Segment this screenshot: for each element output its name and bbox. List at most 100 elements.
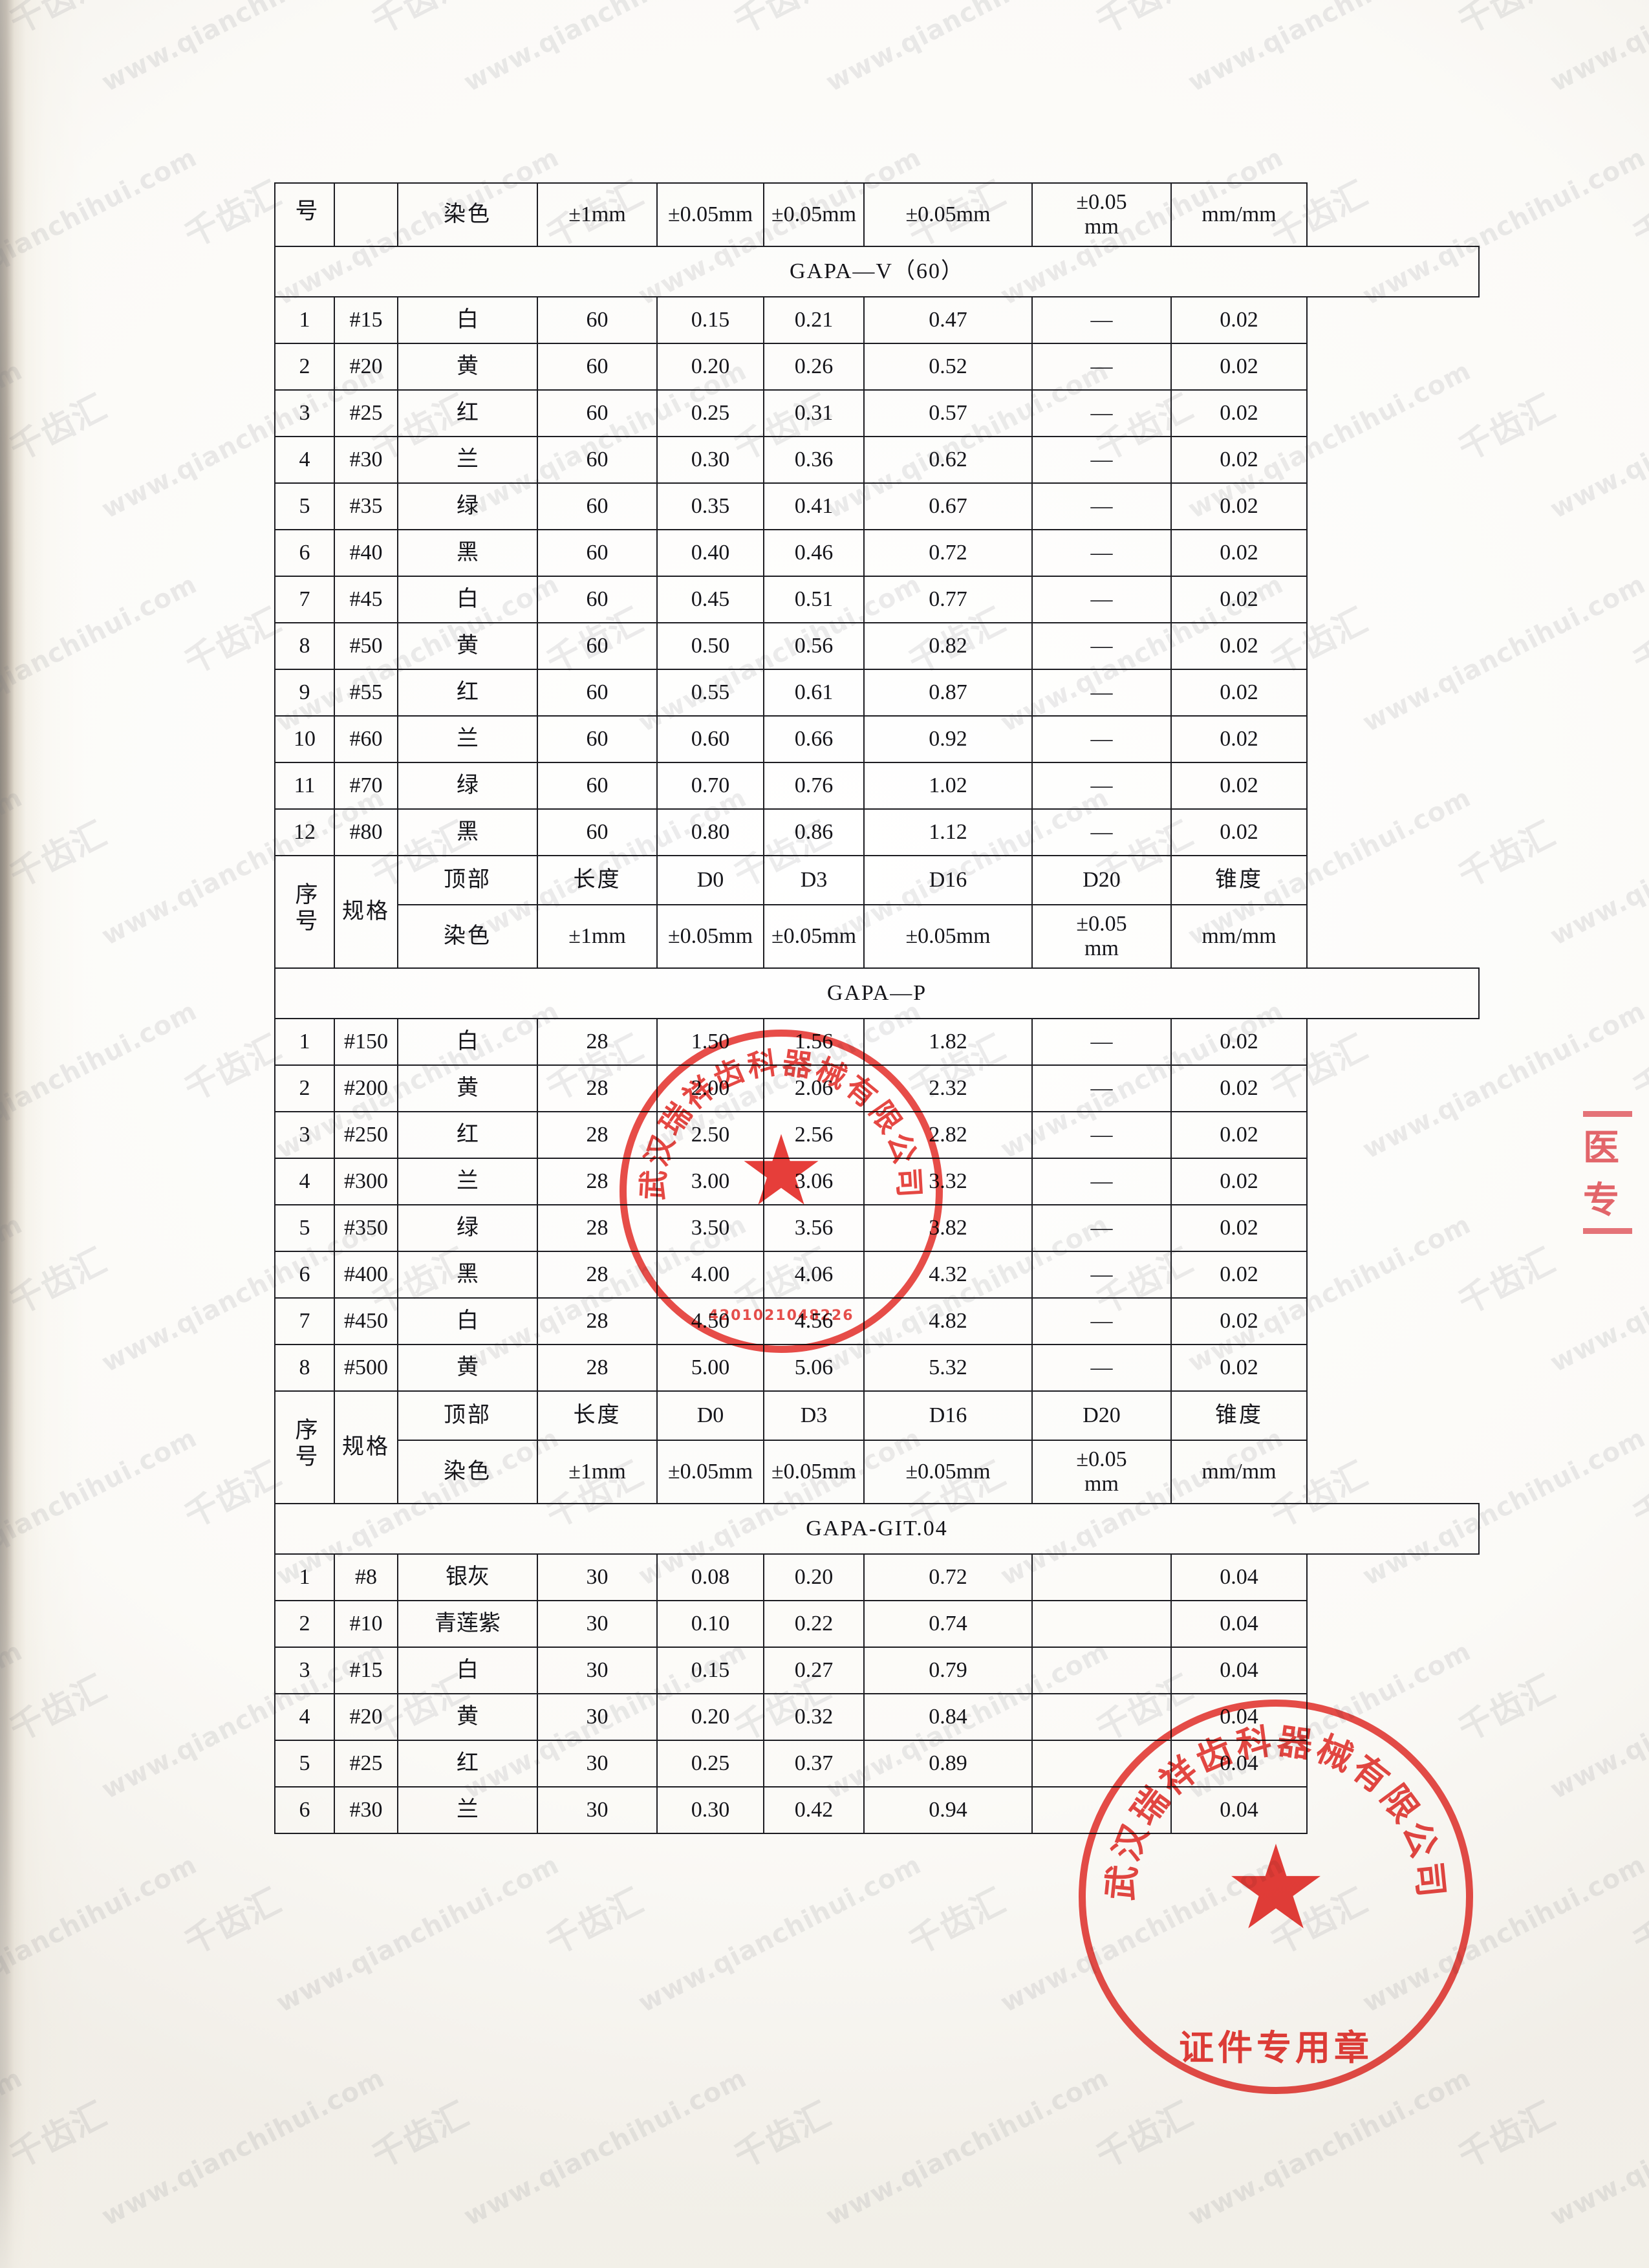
row-d3: 0.32 — [763, 1693, 865, 1741]
row-spec: #30 — [334, 1786, 398, 1834]
table-row: 6 #400 黑 28 4.00 4.06 4.32—0.02 — [274, 1251, 1479, 1299]
header-d0-unit: ±0.05mm — [656, 904, 764, 969]
table-row: 3 #15 白 30 0.15 0.27 0.79 0.04 — [274, 1647, 1479, 1694]
row-d3: 0.20 — [763, 1553, 865, 1601]
header-d16-unit: ±0.05mm — [863, 1440, 1033, 1504]
header-taper: 锥度 — [1170, 1390, 1308, 1441]
header-d0-unit: ±0.05mm — [656, 1440, 764, 1504]
row-spec: #15 — [334, 1647, 398, 1694]
row-dye: 青莲紫 — [397, 1600, 538, 1648]
row-taper: 0.02 — [1170, 529, 1308, 577]
row-d20: — — [1031, 389, 1172, 437]
row-d16: 0.67 — [863, 482, 1033, 530]
row-d16: 0.82 — [863, 622, 1033, 670]
row-d16: 0.57 — [863, 389, 1033, 437]
row-spec: #70 — [334, 762, 398, 810]
row-dye: 绿 — [397, 482, 538, 530]
row-dye: 黑 — [397, 808, 538, 856]
row-taper: 0.04 — [1170, 1693, 1308, 1741]
row-length: 60 — [537, 343, 658, 391]
header-length: 长度 — [537, 855, 658, 905]
row-dye: 兰 — [397, 1158, 538, 1205]
spec-table-body: 号染色 ±1mm ±0.05mm ±0.05mm ±0.05mm ±0.05 mm mm/mm… — [274, 182, 1480, 1834]
row-dye: 兰 — [397, 1786, 538, 1834]
table-row: 4 #20 黄 30 0.20 0.32 0.84 0.04 — [274, 1693, 1479, 1741]
header-spec: 规格 — [334, 855, 398, 969]
row-dye: 黑 — [397, 529, 538, 577]
row-d3: 1.56 — [763, 1018, 865, 1066]
row-d0: 0.35 — [656, 482, 764, 530]
row-spec: #500 — [334, 1344, 398, 1392]
table-row: 2 #200 黄 28 2.00 2.06 2.32—0.02 — [274, 1064, 1479, 1112]
row-d20: — — [1031, 808, 1172, 856]
section-title-row: GAPA—V（60） — [274, 246, 1480, 297]
header-d20-unit: ±0.05 mm — [1031, 904, 1172, 969]
row-no: 2 — [274, 1600, 335, 1648]
row-no: 3 — [274, 1111, 335, 1159]
row-dye: 白 — [397, 296, 538, 344]
row-d0: 0.60 — [656, 715, 764, 763]
header-no: 序号 — [274, 855, 335, 969]
row-d20: — — [1031, 343, 1172, 391]
row-d20: — — [1031, 762, 1172, 810]
row-d20: — — [1031, 529, 1172, 577]
header-d16: D16 — [863, 1390, 1033, 1441]
table-row: 10 #60 兰 60 0.60 0.66 0.92—0.02 — [274, 715, 1479, 763]
row-no: 4 — [274, 1158, 335, 1205]
row-length: 60 — [537, 808, 658, 856]
row-d3: 2.06 — [763, 1064, 865, 1112]
row-d16: 2.82 — [863, 1111, 1033, 1159]
table-row: 5 #25 红 30 0.25 0.37 0.89 0.04 — [274, 1740, 1479, 1787]
row-no: 1 — [274, 1553, 335, 1601]
row-d20: — — [1031, 669, 1172, 717]
row-dye: 红 — [397, 1740, 538, 1787]
row-spec: #35 — [334, 482, 398, 530]
row-d0: 0.08 — [656, 1553, 764, 1601]
row-length: 60 — [537, 622, 658, 670]
row-d20: — — [1031, 622, 1172, 670]
row-d20 — [1031, 1647, 1172, 1694]
row-spec: #250 — [334, 1111, 398, 1159]
header-length-unit: ±1mm — [537, 904, 658, 969]
row-length: 60 — [537, 296, 658, 344]
row-dye: 绿 — [397, 1204, 538, 1252]
table-row: 3 #25 红 60 0.25 0.31 0.57—0.02 — [274, 389, 1479, 437]
header-d16: D16 — [863, 855, 1033, 905]
row-length: 60 — [537, 576, 658, 623]
table-row: 7 #450 白 28 4.50 4.56 4.82—0.02 — [274, 1297, 1479, 1345]
table-row: 4 #300 兰 28 3.00 3.06 3.32—0.02 — [274, 1158, 1479, 1205]
row-spec: #200 — [334, 1064, 398, 1112]
table-header-row: 号染色 ±1mm ±0.05mm ±0.05mm ±0.05mm ±0.05 mm mm/mm — [274, 182, 1479, 247]
row-spec: #30 — [334, 436, 398, 484]
header-spec — [334, 182, 398, 247]
specification-sheet: 号染色 ±1mm ±0.05mm ±0.05mm ±0.05mm ±0.05 mm mm/mm… — [274, 182, 1480, 1834]
row-length: 28 — [537, 1018, 658, 1066]
row-dye: 白 — [397, 576, 538, 623]
row-d0: 0.15 — [656, 296, 764, 344]
table-row: 2 #10 青莲紫 30 0.10 0.22 0.74 0.04 — [274, 1600, 1479, 1648]
row-dye: 黄 — [397, 622, 538, 670]
row-taper: 0.04 — [1170, 1553, 1308, 1601]
row-d3: 0.31 — [763, 389, 865, 437]
row-d0: 0.30 — [656, 1786, 764, 1834]
row-length: 28 — [537, 1344, 658, 1392]
header-top: 顶部 — [397, 1390, 538, 1441]
row-no: 1 — [274, 296, 335, 344]
row-d0: 0.15 — [656, 1647, 764, 1694]
row-length: 28 — [537, 1111, 658, 1159]
header-d3: D3 — [763, 855, 865, 905]
row-taper: 0.02 — [1170, 1158, 1308, 1205]
row-length: 30 — [537, 1600, 658, 1648]
row-taper: 0.02 — [1170, 1018, 1308, 1066]
header-dye: 染色 — [397, 904, 538, 969]
row-length: 30 — [537, 1786, 658, 1834]
row-d0: 0.40 — [656, 529, 764, 577]
header-no: 号 — [274, 182, 335, 247]
row-d20 — [1031, 1553, 1172, 1601]
row-taper: 0.02 — [1170, 436, 1308, 484]
row-taper: 0.02 — [1170, 715, 1308, 763]
row-taper: 0.02 — [1170, 1064, 1308, 1112]
row-dye: 绿 — [397, 762, 538, 810]
header-taper-unit: mm/mm — [1170, 1440, 1308, 1504]
header-d3-unit: ±0.05mm — [763, 1440, 865, 1504]
